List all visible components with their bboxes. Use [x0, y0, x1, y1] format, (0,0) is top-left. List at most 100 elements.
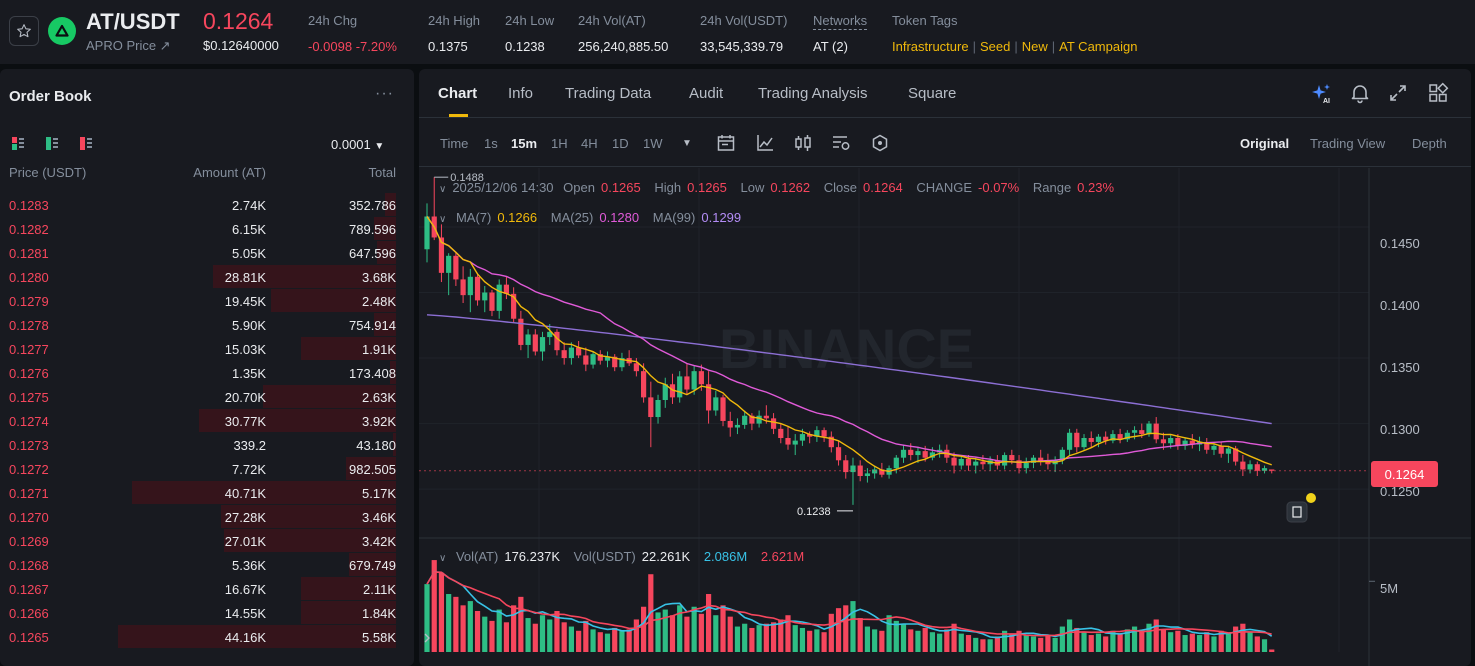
candle-body [814, 430, 820, 437]
ask-row[interactable]: 0.1280 28.81K 3.68K [0, 265, 414, 289]
layout-grid-icon[interactable] [1427, 82, 1449, 104]
volume-bar [547, 619, 553, 652]
tab-trading-data[interactable]: Trading Data [565, 85, 652, 102]
ma7-label: MA(7) [455, 210, 492, 225]
stat-label: 24h Vol(USDT) [700, 13, 788, 28]
depth-bar [271, 289, 396, 312]
candlestick-chart[interactable]: BINANCE 0.1488 0.1238 [419, 168, 1471, 666]
ask-row[interactable]: 0.1270 27.28K 3.46K [0, 505, 414, 529]
interval-1w[interactable]: 1W [643, 136, 663, 151]
volume-bar [583, 620, 589, 652]
candle-body [1139, 430, 1145, 435]
interval-4h[interactable]: 4H [581, 136, 598, 151]
ask-row[interactable]: 0.1281 5.05K 647.596 [0, 241, 414, 265]
ask-row[interactable]: 0.1265 44.16K 5.58K [0, 625, 414, 649]
candle-body [778, 428, 784, 439]
collapse-caret-icon[interactable]: ∨ [439, 184, 447, 195]
ask-row[interactable]: 0.1267 16.67K 2.11K [0, 577, 414, 601]
ask-row[interactable]: 0.1271 40.71K 5.17K [0, 481, 414, 505]
volume-bar [590, 629, 596, 652]
book-mode-asks-icon[interactable] [80, 137, 92, 150]
volume-bar [1052, 637, 1058, 652]
chart-settings-icon[interactable] [831, 133, 851, 153]
candle-body [554, 331, 560, 351]
ask-price: 0.1278 [9, 318, 49, 333]
more-options-icon[interactable]: ··· [375, 85, 394, 102]
candle-body [1023, 462, 1029, 469]
view-original[interactable]: Original [1240, 136, 1290, 151]
candle-body [655, 399, 661, 418]
token-tag[interactable]: AT Campaign [1059, 39, 1138, 54]
indicator-line-icon[interactable] [755, 133, 775, 153]
tab-info[interactable]: Info [508, 85, 534, 102]
collapse-caret-icon[interactable]: ∨ [439, 214, 447, 225]
ask-row[interactable]: 0.1283 2.74K 352.786 [0, 193, 414, 217]
volume-bar [749, 627, 755, 652]
price-tick-label: 0.1450 [1380, 236, 1420, 251]
book-mode-both-icon[interactable] [12, 137, 24, 150]
ask-row[interactable]: 0.1282 6.15K 789.596 [0, 217, 414, 241]
book-mode-bids-icon[interactable] [46, 137, 58, 150]
stat-networks[interactable]: Networks AT (2) [813, 13, 868, 54]
favorite-star-button[interactable] [9, 16, 39, 46]
view-trading-view[interactable]: Trading View [1310, 136, 1386, 151]
candle-body [1059, 449, 1065, 461]
volume-bar [799, 627, 806, 652]
ask-row[interactable]: 0.1272 7.72K 982.505 [0, 457, 414, 481]
tab-square[interactable]: Square [908, 85, 957, 102]
volume-bar [1045, 635, 1051, 652]
fullscreen-icon[interactable] [1387, 82, 1409, 104]
ai-sparkle-icon[interactable]: AI [1311, 82, 1333, 104]
ask-row[interactable]: 0.1279 19.45K 2.48K [0, 289, 414, 313]
ask-row[interactable]: 0.1275 20.70K 2.63K [0, 385, 414, 409]
volume-bar [446, 594, 452, 652]
coin-price-link[interactable]: APRO Price ↗ [86, 38, 171, 53]
interval-1h[interactable]: 1H [551, 136, 568, 151]
ask-row[interactable]: 0.1266 14.55K 1.84K [0, 601, 414, 625]
ask-row[interactable]: 0.1268 5.36K 679.749 [0, 553, 414, 577]
token-tag[interactable]: New [1021, 39, 1048, 54]
ask-row[interactable]: 0.1277 15.03K 1.91K [0, 337, 414, 361]
precision-select[interactable]: 0.0001 ▼ [331, 137, 384, 152]
volume-bar [879, 630, 885, 652]
volume-bar [691, 606, 697, 652]
candle-body [713, 397, 719, 411]
ask-row[interactable]: 0.1274 30.77K 3.92K [0, 409, 414, 433]
tab-trading-analysis[interactable]: Trading Analysis [758, 85, 868, 102]
ask-total: 3.42K [362, 534, 396, 549]
ask-amount: 2.74K [232, 198, 266, 213]
hexagon-settings-icon[interactable] [870, 133, 890, 153]
collapse-caret-icon[interactable]: ∨ [439, 553, 447, 564]
ask-row[interactable]: 0.1278 5.90K 754.914 [0, 313, 414, 337]
tab-chart[interactable]: Chart [438, 85, 478, 102]
ask-total: 789.596 [349, 222, 396, 237]
volume-bar [482, 616, 488, 652]
volume-bar [929, 632, 935, 652]
candle-type-icon[interactable] [793, 133, 813, 153]
volume-bar [453, 596, 459, 652]
bell-icon[interactable] [1349, 82, 1371, 104]
interval-more-caret-icon[interactable]: ▼ [682, 138, 692, 149]
interval-1d[interactable]: 1D [612, 136, 629, 151]
stat-label: 24h High [428, 13, 481, 28]
view-depth[interactable]: Depth [1412, 136, 1447, 151]
token-tag[interactable]: Infrastructure [892, 39, 969, 54]
pair-symbol[interactable]: AT/USDT [86, 9, 180, 34]
volume-bar [1066, 619, 1073, 652]
ask-row[interactable]: 0.1276 1.35K 173.408 [0, 361, 414, 385]
ask-row[interactable]: 0.1269 27.01K 3.42K [0, 529, 414, 553]
interval-1s[interactable]: 1s [484, 136, 498, 151]
tab-audit[interactable]: Audit [689, 85, 724, 102]
volume-bar [619, 630, 625, 652]
token-tag[interactable]: Seed [979, 39, 1011, 54]
interval-15m[interactable]: 15m [511, 136, 538, 151]
binance-watermark: BINANCE [719, 317, 974, 380]
stat-label[interactable]: Networks [813, 13, 868, 30]
candle-body [446, 255, 452, 273]
ask-row[interactable]: 0.1273 339.2 43.180 [0, 433, 414, 457]
volume-bar [893, 620, 899, 652]
calendar-icon[interactable] [716, 133, 736, 153]
volume-bar [424, 584, 430, 652]
volume-bar [987, 639, 993, 652]
ma99-value: 0.1299 [701, 210, 742, 225]
